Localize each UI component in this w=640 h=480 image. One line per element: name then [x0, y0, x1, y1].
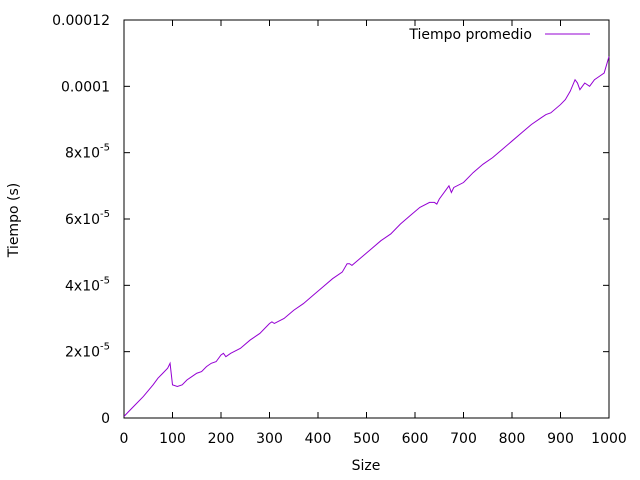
y-axis-ticks: 0 2x10-5 4x10-5 6x10-5 8x10-5 0.0001 0.00012 [52, 13, 609, 427]
y-tick-label: 2x10-5 [65, 342, 110, 361]
y-tick-label: 0 [101, 411, 110, 427]
x-tick-label: 400 [305, 431, 332, 447]
y-axis-title: Tiempo (s) [6, 183, 22, 258]
x-tick-label: 700 [450, 431, 477, 447]
x-tick-label: 300 [256, 431, 283, 447]
legend-label: Tiempo promedio [408, 27, 532, 43]
x-tick-label: 800 [499, 431, 526, 447]
x-tick-label: 200 [208, 431, 235, 447]
x-tick-label: 1000 [591, 431, 627, 447]
y-tick-label: 0.0001 [61, 79, 110, 95]
x-tick-label: 900 [547, 431, 574, 447]
y-tick-label: 4x10-5 [65, 275, 110, 294]
x-tick-label: 0 [120, 431, 129, 447]
y-tick-label: 0.00012 [52, 13, 110, 29]
x-axis-ticks: 0 100 200 300 400 500 600 700 800 900 1000 [120, 20, 627, 447]
y-tick-label: 8x10-5 [65, 143, 110, 162]
x-tick-label: 600 [402, 431, 429, 447]
x-axis-title: Size [352, 458, 381, 474]
y-tick-label: 6x10-5 [65, 209, 110, 228]
plot-frame [123, 19, 610, 419]
x-tick-label: 500 [353, 431, 380, 447]
series-line-tiempo-promedio [123, 56, 610, 417]
x-tick-label: 100 [159, 431, 186, 447]
